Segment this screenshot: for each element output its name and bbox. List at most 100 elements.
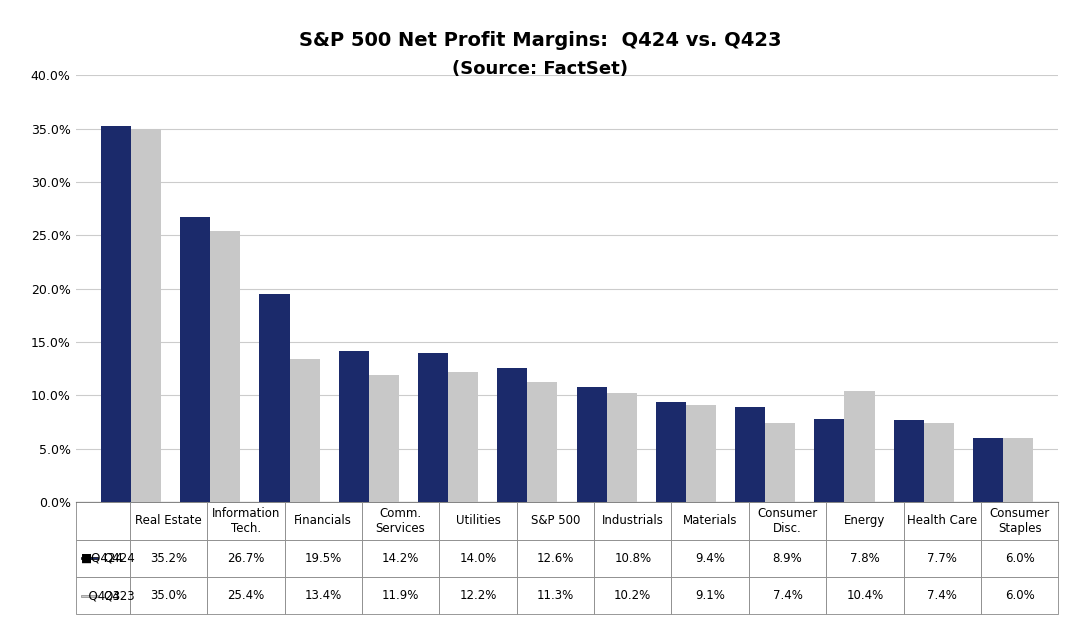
Text: 6.0%: 6.0% xyxy=(1004,552,1035,565)
Bar xyxy=(207,502,284,540)
Bar xyxy=(748,577,826,614)
Bar xyxy=(516,502,594,540)
Text: 9.4%: 9.4% xyxy=(696,552,725,565)
Bar xyxy=(440,577,516,614)
Bar xyxy=(748,540,826,577)
Text: Q423: Q423 xyxy=(81,589,120,603)
Text: Health Care: Health Care xyxy=(907,514,977,527)
Text: S&P 500: S&P 500 xyxy=(530,514,580,527)
Bar xyxy=(76,502,130,540)
Bar xyxy=(81,595,98,597)
Text: 7.8%: 7.8% xyxy=(850,552,880,565)
Bar xyxy=(672,577,748,614)
Bar xyxy=(369,375,399,502)
Bar xyxy=(259,294,289,502)
Text: Consumer
Disc.: Consumer Disc. xyxy=(757,507,818,535)
Bar xyxy=(826,540,904,577)
Bar xyxy=(1003,438,1034,502)
Bar xyxy=(577,387,607,502)
Bar xyxy=(81,557,98,559)
Bar xyxy=(981,577,1058,614)
Bar xyxy=(130,502,207,540)
Text: Q424: Q424 xyxy=(103,552,135,565)
Bar xyxy=(904,502,981,540)
Bar xyxy=(440,540,516,577)
Text: Financials: Financials xyxy=(294,514,352,527)
Text: 19.5%: 19.5% xyxy=(305,552,342,565)
Text: 6.0%: 6.0% xyxy=(1004,589,1035,603)
Bar xyxy=(981,502,1058,540)
Bar xyxy=(814,419,845,502)
Bar xyxy=(289,359,320,502)
Bar xyxy=(131,129,161,502)
Bar xyxy=(211,231,241,502)
Bar xyxy=(100,127,131,502)
Bar xyxy=(656,402,686,502)
Bar xyxy=(904,540,981,577)
Bar xyxy=(672,540,748,577)
Text: 10.8%: 10.8% xyxy=(615,552,651,565)
Bar xyxy=(672,502,748,540)
Text: Information
Tech.: Information Tech. xyxy=(212,507,280,535)
Text: S&P 500 Net Profit Margins:  Q424 vs. Q423: S&P 500 Net Profit Margins: Q424 vs. Q42… xyxy=(299,31,781,50)
Bar xyxy=(981,540,1058,577)
Text: 8.9%: 8.9% xyxy=(772,552,802,565)
Bar xyxy=(418,353,448,502)
Bar xyxy=(497,367,527,502)
Bar xyxy=(76,540,130,577)
Text: Energy: Energy xyxy=(845,514,886,527)
Text: Consumer
Staples: Consumer Staples xyxy=(989,507,1050,535)
Text: 12.2%: 12.2% xyxy=(459,589,497,603)
Bar xyxy=(207,577,284,614)
Text: 26.7%: 26.7% xyxy=(227,552,265,565)
Text: 13.4%: 13.4% xyxy=(305,589,342,603)
Bar xyxy=(130,540,207,577)
Bar xyxy=(527,381,557,502)
Bar xyxy=(362,540,440,577)
Bar xyxy=(735,407,765,502)
Bar xyxy=(76,577,130,614)
Text: (Source: FactSet): (Source: FactSet) xyxy=(453,60,627,78)
Bar xyxy=(339,350,369,502)
Bar xyxy=(180,217,211,502)
Bar xyxy=(362,502,440,540)
Bar xyxy=(130,577,207,614)
Bar xyxy=(207,540,284,577)
Bar xyxy=(765,423,795,502)
Bar xyxy=(748,502,826,540)
Bar xyxy=(826,502,904,540)
Text: 11.3%: 11.3% xyxy=(537,589,573,603)
Text: 7.4%: 7.4% xyxy=(772,589,802,603)
Text: 11.9%: 11.9% xyxy=(382,589,419,603)
Text: ■Q424: ■Q424 xyxy=(81,552,123,565)
Bar xyxy=(923,423,954,502)
Text: Q423: Q423 xyxy=(103,589,135,603)
Bar xyxy=(686,405,716,502)
Bar xyxy=(826,577,904,614)
Bar xyxy=(594,502,672,540)
Bar xyxy=(904,577,981,614)
Text: Utilities: Utilities xyxy=(456,514,500,527)
Bar xyxy=(594,540,672,577)
Text: 10.4%: 10.4% xyxy=(847,589,883,603)
Bar xyxy=(362,577,440,614)
Text: 12.6%: 12.6% xyxy=(537,552,575,565)
Bar xyxy=(284,502,362,540)
Text: Industrials: Industrials xyxy=(602,514,664,527)
Bar xyxy=(607,393,637,502)
Text: Real Estate: Real Estate xyxy=(135,514,202,527)
Text: 35.0%: 35.0% xyxy=(150,589,187,603)
Text: 7.7%: 7.7% xyxy=(928,552,957,565)
Bar xyxy=(594,577,672,614)
Bar xyxy=(973,438,1003,502)
Bar xyxy=(893,420,923,502)
Bar xyxy=(845,391,875,502)
Bar xyxy=(516,540,594,577)
Text: Materials: Materials xyxy=(683,514,738,527)
Bar xyxy=(284,540,362,577)
Text: 9.1%: 9.1% xyxy=(696,589,725,603)
Text: 25.4%: 25.4% xyxy=(227,589,265,603)
Bar xyxy=(440,502,516,540)
Bar xyxy=(516,577,594,614)
Bar xyxy=(448,372,478,502)
